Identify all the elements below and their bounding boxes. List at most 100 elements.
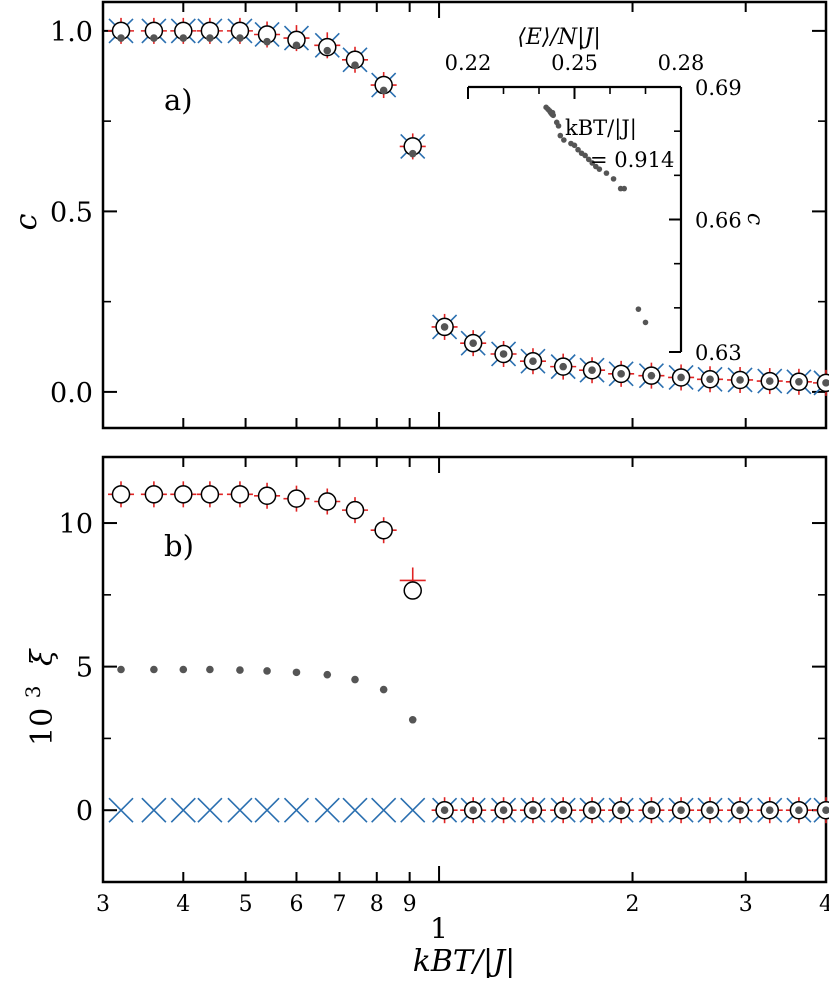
y-tick-label: 0.5: [50, 197, 93, 228]
dot-mark: [617, 370, 625, 378]
dot-mark: [408, 149, 417, 158]
panel-b-axis-ticks: 0 5 10 3 4 5 6 7 8 91 2 3 4: [59, 457, 829, 945]
dot-mark: [588, 806, 596, 815]
dot-mark: [150, 665, 158, 674]
dot-mark: [822, 379, 829, 387]
dot-mark: [206, 665, 214, 674]
inset-dot: [575, 146, 581, 153]
panel-b-data-marks: [108, 481, 829, 824]
dot-mark: [677, 373, 685, 382]
inset-dot: [585, 156, 592, 163]
inset-dot: [561, 137, 567, 143]
dot-mark: [179, 34, 188, 42]
panel-a-axis-ticks: 0.0 0.5 1.0: [50, 2, 827, 428]
inset-plot: 0.22 0.25 0.28 0.63 0.66 0.69 ⟨E⟩/N|J| c kBT/…: [445, 25, 767, 365]
x-mark: [227, 797, 253, 823]
inset-dot: [589, 160, 596, 166]
dot-mark: [736, 806, 744, 815]
x-tick-label: 4: [819, 892, 829, 917]
inset-axis-ticks: 0.22 0.25 0.28 0.63 0.66 0.69: [445, 51, 742, 365]
dot-mark: [323, 670, 332, 679]
dot-mark: [795, 377, 803, 386]
panel-b-ylabel: 10 3 ξ: [13, 648, 60, 746]
y-tick-label: 0: [76, 796, 93, 827]
dot-mark: [292, 41, 301, 50]
inset-data-marks: [543, 104, 649, 326]
dot-mark: [795, 806, 803, 815]
x-tick-label: 4: [176, 892, 190, 917]
inset-x-tick-label: 0.28: [658, 51, 705, 75]
circle-mark: [174, 485, 193, 504]
circle-mark: [257, 486, 277, 506]
dot-mark: [408, 715, 417, 724]
x-mark: [342, 797, 368, 823]
dot-mark: [677, 806, 685, 815]
inset-dot: [571, 142, 578, 149]
dot-mark: [440, 806, 449, 815]
circle-mark: [403, 581, 422, 600]
inset-annotation-line2: = 0.914: [590, 148, 674, 172]
circle-mark: [374, 520, 393, 540]
panel-a-ylabel: c: [9, 213, 44, 230]
dot-mark: [617, 806, 625, 815]
panel-b-frame: [101, 455, 828, 884]
inset-xlabel: ⟨E⟩/N|J|: [517, 25, 601, 50]
panel-b-label: b): [164, 529, 194, 563]
dot-mark: [236, 34, 244, 42]
dot-mark: [379, 86, 388, 95]
dot-mark: [292, 668, 301, 677]
inset-x-tick-label: 0.22: [445, 51, 492, 75]
circle-mark: [111, 485, 131, 504]
x-tick-label: 8: [370, 892, 384, 917]
x-mark: [170, 797, 196, 823]
dot-mark: [529, 357, 537, 366]
inset-dot: [549, 109, 556, 116]
x-mark: [141, 797, 167, 823]
dot-mark: [117, 34, 125, 42]
dot-mark: [499, 350, 508, 358]
circle-mark: [200, 485, 220, 504]
dot-mark: [117, 665, 125, 674]
dot-mark: [559, 806, 567, 815]
panel-b-xlabel: kBT/|J|: [413, 944, 516, 979]
dot-mark: [206, 34, 214, 42]
inset-dot: [642, 319, 649, 326]
panel-a-label: a): [164, 83, 193, 117]
dot-mark: [647, 371, 656, 380]
inset-dot: [557, 132, 564, 139]
y-tick-label: 1.0: [50, 17, 93, 48]
dot-mark: [469, 806, 477, 815]
y-tick-label: 0.0: [50, 378, 93, 409]
dot-mark: [379, 685, 388, 694]
dot-mark: [559, 362, 567, 371]
panel-b-ylabel-var: ξ: [25, 648, 60, 666]
dot-mark: [736, 376, 744, 384]
inset-dot: [610, 176, 617, 182]
dot-mark: [647, 806, 656, 815]
dot-mark: [179, 665, 188, 674]
inset-y-tick-label: 0.69: [695, 76, 742, 100]
x-tick-label: 6: [289, 892, 303, 917]
dot-mark: [706, 375, 714, 384]
y-tick-label: 10: [59, 509, 93, 540]
x-mark: [314, 797, 340, 823]
x-mark: [254, 797, 280, 823]
dot-mark: [822, 806, 829, 815]
dot-mark: [150, 34, 158, 42]
dot-mark: [263, 667, 271, 675]
inset-dot: [582, 152, 588, 159]
inset-annotation-line1: kBT/|J|: [565, 116, 637, 141]
dot-mark: [236, 666, 244, 674]
x-tick-label: 9: [403, 892, 417, 917]
dot-mark: [263, 37, 271, 46]
svg-text:10 3 ξ: 10 3 ξ: [13, 648, 60, 746]
x-tick-label: 5: [239, 892, 253, 917]
dot-mark: [765, 377, 774, 385]
dot-mark: [588, 366, 596, 375]
x-mark: [108, 797, 134, 823]
circle-mark: [318, 492, 337, 511]
x-mark: [283, 797, 310, 823]
x-tick-label: 1: [430, 912, 448, 945]
panel-b-ylabel-exp: 3: [21, 686, 45, 699]
